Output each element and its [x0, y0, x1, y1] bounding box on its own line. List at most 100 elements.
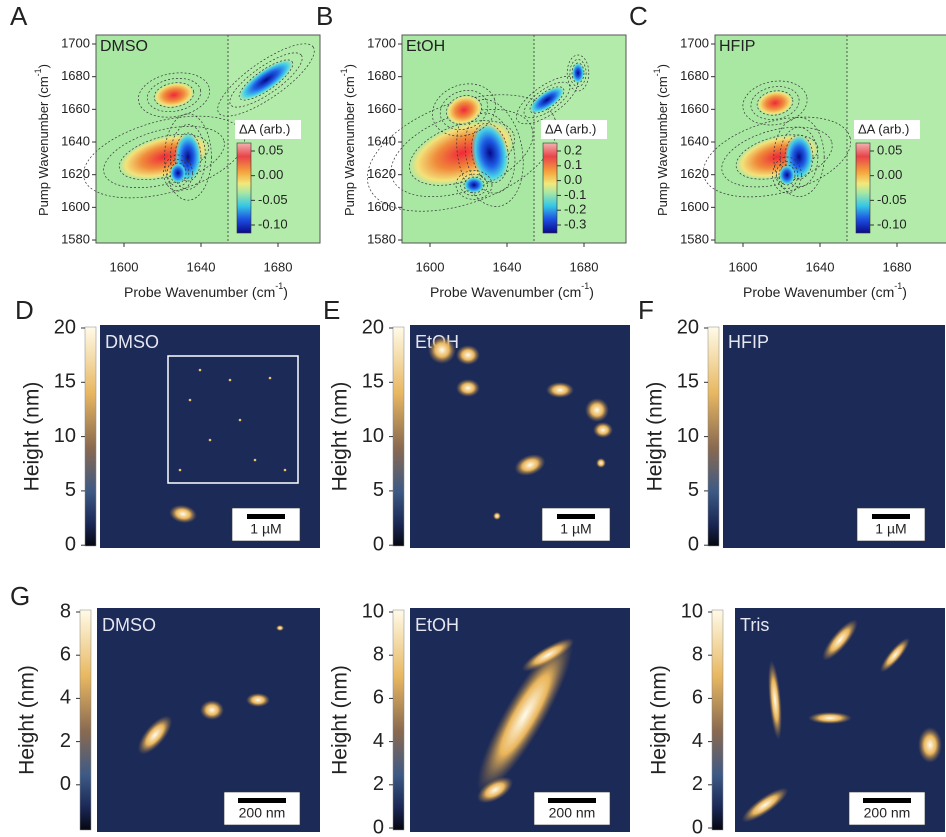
colorbar-tick-label: 15 [677, 371, 699, 393]
y-tick-label: 1660 [680, 101, 709, 116]
y-axis-title-end: ) [655, 64, 670, 68]
panel-letter: E [323, 295, 340, 325]
y-tick-label: 1640 [61, 133, 90, 148]
aggregate [169, 504, 197, 524]
contour-region [446, 95, 482, 125]
colorbar-tick-label: 8 [373, 643, 384, 665]
y-tick-label: 1700 [680, 35, 709, 50]
y-axis-title-sup: -1 [339, 68, 349, 76]
y-axis-title: Pump Wavenumber (cm-1) [652, 64, 670, 216]
solvent-label: DMSO [102, 615, 156, 635]
colorbar-tick-label: 0 [373, 816, 384, 837]
colorbar-tick-label: -0.05 [877, 192, 907, 207]
y-tick-label: 1620 [680, 166, 709, 181]
contour-line [571, 62, 585, 84]
colorbar-tick-label: 0 [60, 773, 71, 795]
y-tick-label: 1660 [61, 101, 90, 116]
y-axis-title: Height (nm) [329, 382, 352, 492]
aggregate [456, 379, 480, 397]
colorbar-label-box [251, 141, 301, 235]
x-axis-title-main: Probe Wavenumber (cm [124, 284, 275, 300]
aggregate [741, 787, 789, 823]
solvent-label: DMSO [105, 332, 159, 352]
contour-region [471, 123, 509, 183]
colorbar-tick-label: 15 [54, 371, 76, 393]
contour-region [572, 63, 584, 83]
solvent-label: Tris [740, 615, 769, 635]
x-tick-label: 1600 [729, 259, 758, 274]
x-axis-title: Probe Wavenumber (cm-1) [124, 281, 288, 299]
y-axis-title: Pump Wavenumber (cm-1) [339, 64, 357, 216]
contour-line [735, 134, 819, 180]
solvent-label: HFIP [719, 38, 755, 55]
contour-line [756, 90, 794, 116]
colorbar-title-box [854, 120, 920, 139]
colorbar-tick-label: -0.2 [564, 202, 586, 217]
colorbar-tick-label: 20 [362, 316, 384, 338]
scale-bar [863, 798, 911, 803]
contour-line [464, 112, 516, 194]
contour-line [238, 59, 294, 101]
colorbar [711, 609, 724, 831]
aggregate [546, 382, 574, 398]
colorbar-tick-label: 2 [373, 773, 384, 795]
x-axis-title-end: ) [902, 284, 907, 300]
contour-region [464, 177, 484, 193]
contour-line [164, 113, 212, 201]
contour-region [529, 86, 565, 114]
contour-line [523, 81, 571, 119]
scale-bar-label: 200 nm [549, 805, 596, 821]
x-axis-title-sup: -1 [581, 281, 589, 291]
x-axis-title-end: ) [283, 284, 288, 300]
y-axis-title-main: Pump Wavenumber (cm [342, 76, 357, 216]
scale-bar-box [856, 507, 926, 542]
y-tick-label: 1700 [61, 35, 90, 50]
colorbar-tick-label: 8 [692, 643, 703, 665]
scale-bar-box [231, 507, 301, 542]
y-axis-title: Height (nm) [329, 665, 352, 775]
panel-letter: B [316, 1, 333, 31]
colorbar-tick-label: 0 [692, 816, 703, 837]
colorbar-tick-label: 0.00 [258, 167, 283, 182]
colorbar-tick-label: -0.10 [877, 216, 907, 231]
contour-line [703, 116, 851, 198]
contour-region [154, 82, 194, 108]
colorbar-tick-label: 4 [60, 687, 71, 709]
colorbar-tick-label: 20 [677, 316, 699, 338]
contour-line [456, 99, 524, 207]
colorbar [392, 609, 405, 831]
colorbar-tick-label: -0.3 [564, 216, 586, 231]
colorbar-tick-label: 15 [362, 371, 384, 393]
contour-line [153, 82, 195, 108]
colorbar-tick-label: 4 [692, 730, 703, 752]
panel-letter: D [15, 295, 34, 325]
colorbar [707, 326, 720, 547]
panel-letter: G [10, 581, 30, 611]
y-axis-title-sup: -1 [652, 68, 662, 76]
contour-line [432, 83, 496, 137]
panel-letter: C [629, 1, 648, 31]
colorbar-tick-label: 4 [373, 730, 384, 752]
colorbar-tick-label: -0.1 [564, 187, 586, 202]
aggregate [596, 458, 606, 468]
y-tick-label: 1580 [680, 231, 709, 246]
colorbar-tick-label: 10 [681, 600, 703, 622]
x-tick-label: 1680 [570, 259, 599, 274]
inset-frame [167, 355, 299, 484]
y-axis-title-sup: -1 [33, 68, 43, 76]
y-tick-label: 1600 [680, 199, 709, 214]
scale-bar [548, 798, 596, 803]
contour-line [778, 164, 796, 186]
y-tick-label: 1620 [367, 166, 396, 181]
contour-line [460, 173, 488, 197]
aggregate [521, 638, 575, 672]
contour-line [455, 170, 493, 200]
y-tick-label: 1680 [367, 68, 396, 83]
y-tick-label: 1620 [61, 166, 90, 181]
contour-line [367, 94, 557, 212]
contour-line [779, 126, 819, 188]
y-tick-label: 1600 [61, 199, 90, 214]
colorbar-tick-label: 0.0 [564, 172, 582, 187]
colorbar-tick-label: 0 [65, 533, 76, 555]
x-axis-title: Probe Wavenumber (cm-1) [743, 281, 907, 299]
